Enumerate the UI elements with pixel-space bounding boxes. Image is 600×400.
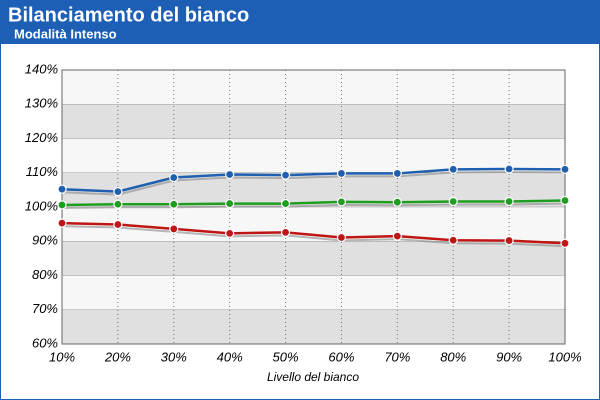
y-tick-label: 60% bbox=[32, 335, 58, 350]
y-tick-label: 80% bbox=[32, 267, 58, 282]
y-tick-label: 140% bbox=[25, 61, 58, 76]
data-point bbox=[392, 231, 402, 241]
plot-band bbox=[62, 275, 565, 310]
data-point bbox=[113, 219, 123, 230]
y-tick-label: 120% bbox=[25, 130, 58, 145]
data-point bbox=[560, 238, 570, 248]
x-tick-label: 70% bbox=[384, 349, 410, 364]
chart-title: Bilanciamento del bianco bbox=[8, 4, 249, 26]
chart-subtitle: Modalità Intenso bbox=[14, 26, 117, 41]
data-point bbox=[392, 197, 402, 207]
data-point bbox=[57, 218, 67, 228]
series-line bbox=[61, 167, 566, 193]
x-tick-label: 50% bbox=[273, 349, 299, 364]
y-tick-label: 90% bbox=[32, 233, 58, 248]
data-point bbox=[280, 227, 291, 237]
data-point bbox=[448, 196, 458, 207]
data-point bbox=[280, 170, 291, 180]
x-tick-label: 90% bbox=[496, 349, 522, 364]
x-tick-label: 30% bbox=[161, 349, 187, 364]
data-point bbox=[560, 195, 570, 206]
data-point bbox=[57, 200, 67, 210]
x-tick-label: 100% bbox=[548, 349, 581, 364]
data-point bbox=[113, 186, 123, 197]
data-point bbox=[225, 228, 235, 238]
line-shadow bbox=[61, 225, 566, 248]
data-point bbox=[280, 198, 291, 209]
data-point bbox=[448, 235, 458, 245]
data-point bbox=[169, 199, 179, 209]
data-point bbox=[504, 235, 514, 246]
data-point bbox=[57, 184, 67, 194]
x-tick-label: 60% bbox=[328, 349, 354, 364]
plot-band bbox=[62, 241, 565, 276]
y-tick-label: 130% bbox=[25, 96, 58, 111]
data-point bbox=[169, 172, 179, 183]
plot-band bbox=[62, 70, 565, 105]
data-point bbox=[448, 164, 458, 174]
data-point bbox=[392, 168, 402, 179]
data-point bbox=[336, 232, 347, 243]
data-point bbox=[225, 198, 235, 209]
data-point bbox=[169, 224, 179, 234]
y-tick-label: 70% bbox=[32, 301, 58, 316]
header bbox=[0, 0, 600, 44]
plot-band bbox=[62, 138, 565, 173]
x-tick-label: 40% bbox=[217, 349, 243, 364]
x-tick-label: 10% bbox=[49, 349, 75, 364]
plot-band bbox=[62, 309, 565, 344]
series-line bbox=[61, 221, 566, 245]
line-shadow bbox=[61, 202, 566, 209]
data-point bbox=[225, 169, 235, 180]
x-tick-label: 20% bbox=[104, 349, 131, 364]
data-point bbox=[336, 168, 347, 179]
data-point bbox=[336, 197, 347, 207]
x-tick-label: 80% bbox=[440, 349, 466, 364]
data-point bbox=[504, 164, 514, 174]
data-point bbox=[504, 196, 514, 207]
x-axis-label: Livello del bianco bbox=[267, 370, 359, 384]
data-point bbox=[113, 199, 123, 209]
data-point bbox=[560, 164, 570, 174]
line-shadow bbox=[61, 170, 566, 196]
y-tick-label: 100% bbox=[25, 198, 58, 213]
series-line bbox=[61, 199, 566, 207]
plot-band bbox=[62, 104, 565, 139]
y-tick-label: 110% bbox=[26, 164, 58, 179]
